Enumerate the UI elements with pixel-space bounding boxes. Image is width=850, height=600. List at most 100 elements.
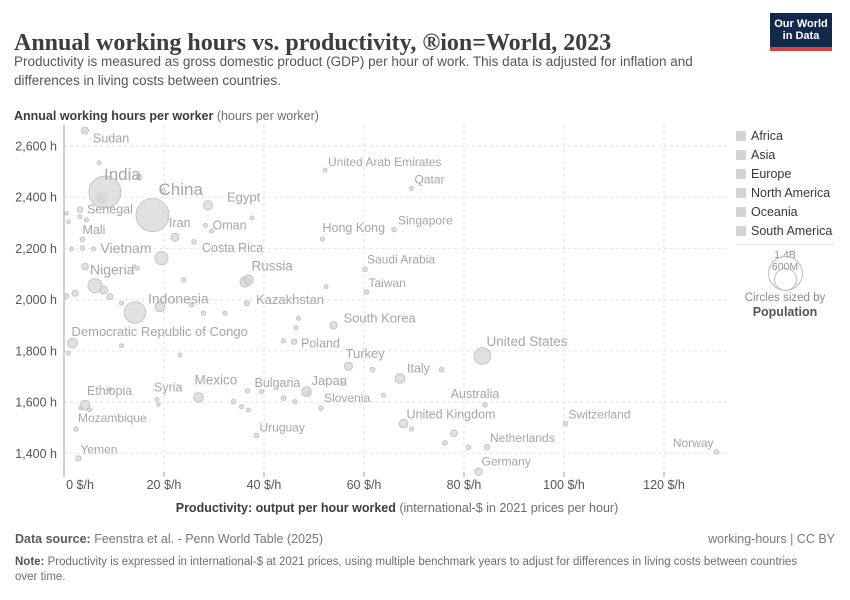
data-point[interactable] <box>409 426 414 432</box>
data-point-united-arab-emirates[interactable] <box>322 167 328 173</box>
data-point-mali[interactable] <box>79 236 86 242</box>
data-point-turkey[interactable] <box>344 361 353 371</box>
attribution-link[interactable]: working-hours | CC BY <box>708 532 835 546</box>
data-point-egypt[interactable] <box>203 200 213 211</box>
data-point[interactable] <box>69 246 74 252</box>
data-point[interactable] <box>200 310 207 317</box>
owid-logo[interactable]: Our World in Data <box>770 13 832 51</box>
data-point[interactable] <box>107 387 113 392</box>
data-point-bulgaria[interactable] <box>244 388 251 394</box>
data-point-italy[interactable] <box>394 373 406 384</box>
data-point-south-korea[interactable] <box>329 321 338 330</box>
data-point[interactable] <box>369 366 376 373</box>
data-point[interactable] <box>323 284 329 290</box>
data-point-iran[interactable] <box>170 232 180 242</box>
data-point-sudan[interactable] <box>81 126 89 135</box>
data-point-russia[interactable] <box>243 274 254 286</box>
data-point[interactable] <box>189 302 194 308</box>
data-point-netherlands[interactable] <box>483 444 491 451</box>
x-tick-label: 0 $/h <box>66 478 94 492</box>
data-point[interactable] <box>209 228 214 234</box>
data-point[interactable] <box>293 325 299 331</box>
data-point[interactable] <box>296 315 301 321</box>
data-point-qatar[interactable] <box>409 186 414 191</box>
data-point[interactable] <box>106 293 114 301</box>
data-point[interactable] <box>381 392 386 398</box>
data-point[interactable] <box>79 245 86 251</box>
data-point-vietnam[interactable] <box>154 251 169 266</box>
data-point-slovenia[interactable] <box>318 405 324 412</box>
legend-item-oceania[interactable]: Oceania <box>736 205 832 219</box>
data-point[interactable] <box>249 215 255 221</box>
data-point[interactable] <box>450 429 458 438</box>
data-point-china[interactable] <box>135 198 170 233</box>
data-point[interactable] <box>465 444 472 451</box>
data-point-switzerland[interactable] <box>562 420 569 427</box>
data-point-syria[interactable] <box>154 397 160 402</box>
data-point-poland[interactable] <box>290 338 298 345</box>
data-point-norway[interactable] <box>713 449 720 455</box>
data-point[interactable] <box>341 381 346 387</box>
data-point-kazakhstan[interactable] <box>244 300 250 307</box>
data-point-singapore[interactable] <box>391 226 397 233</box>
data-point[interactable] <box>154 301 166 313</box>
data-point-democratic-republic-of-congo[interactable] <box>67 337 78 349</box>
data-point-mozambique[interactable] <box>73 426 79 433</box>
data-point-ethiopia[interactable] <box>79 399 91 411</box>
data-point-united-kingdom[interactable] <box>398 418 409 429</box>
legend-item-europe[interactable]: Europe <box>736 167 832 181</box>
data-point-japan[interactable] <box>301 386 312 398</box>
data-point-nigeria[interactable] <box>87 278 103 294</box>
data-point[interactable] <box>156 402 161 407</box>
data-point[interactable] <box>64 211 69 216</box>
data-point-indonesia[interactable] <box>123 301 147 324</box>
data-point[interactable] <box>177 352 183 358</box>
data-point[interactable] <box>292 399 298 405</box>
data-point[interactable] <box>180 277 187 283</box>
data-point-india[interactable] <box>88 175 122 209</box>
data-point-oman[interactable] <box>203 222 208 228</box>
data-point-senegal[interactable] <box>76 206 84 213</box>
data-point[interactable] <box>91 246 96 252</box>
data-point[interactable] <box>77 214 83 220</box>
y-tick-label: 2,600 h <box>15 139 57 153</box>
data-point-hong-kong[interactable] <box>320 236 325 242</box>
data-point-costa-rica[interactable] <box>191 239 197 245</box>
data-point-mexico[interactable] <box>193 392 204 403</box>
data-point[interactable] <box>281 338 286 344</box>
data-point[interactable] <box>230 398 237 405</box>
data-point[interactable] <box>84 217 89 223</box>
data-point[interactable] <box>131 264 137 269</box>
data-point-australia[interactable] <box>482 402 488 408</box>
data-point[interactable] <box>63 293 70 299</box>
data-point[interactable] <box>438 366 445 373</box>
data-point-taiwan[interactable] <box>363 289 370 295</box>
data-point[interactable] <box>239 404 244 410</box>
data-point[interactable] <box>119 300 124 306</box>
legend-item-south-america[interactable]: South America <box>736 224 832 238</box>
data-point[interactable] <box>259 389 264 395</box>
data-point[interactable] <box>81 262 89 271</box>
data-point[interactable] <box>280 395 287 402</box>
legend-item-north-america[interactable]: North America <box>736 186 832 200</box>
data-point[interactable] <box>135 174 143 181</box>
data-point-united-states[interactable] <box>473 347 492 365</box>
data-point-germany[interactable] <box>474 467 483 476</box>
legend-item-asia[interactable]: Asia <box>736 148 832 162</box>
data-point-yemen[interactable] <box>75 455 82 462</box>
data-point[interactable] <box>71 289 79 297</box>
data-point-uruguay[interactable] <box>253 432 260 439</box>
data-point[interactable] <box>160 188 167 194</box>
data-point[interactable] <box>66 350 71 356</box>
data-point[interactable] <box>222 310 228 316</box>
data-point[interactable] <box>66 219 71 225</box>
data-point[interactable] <box>96 160 102 166</box>
legend-item-africa[interactable]: Africa <box>736 129 832 143</box>
data-point-saudi-arabia[interactable] <box>362 266 368 273</box>
size-legend-caption-bold: Population <box>752 305 818 319</box>
data-point[interactable] <box>442 440 448 446</box>
country-label-senegal: Senegal <box>87 203 133 217</box>
data-point[interactable] <box>135 266 140 271</box>
data-point[interactable] <box>119 343 124 349</box>
data-point[interactable] <box>246 407 251 413</box>
